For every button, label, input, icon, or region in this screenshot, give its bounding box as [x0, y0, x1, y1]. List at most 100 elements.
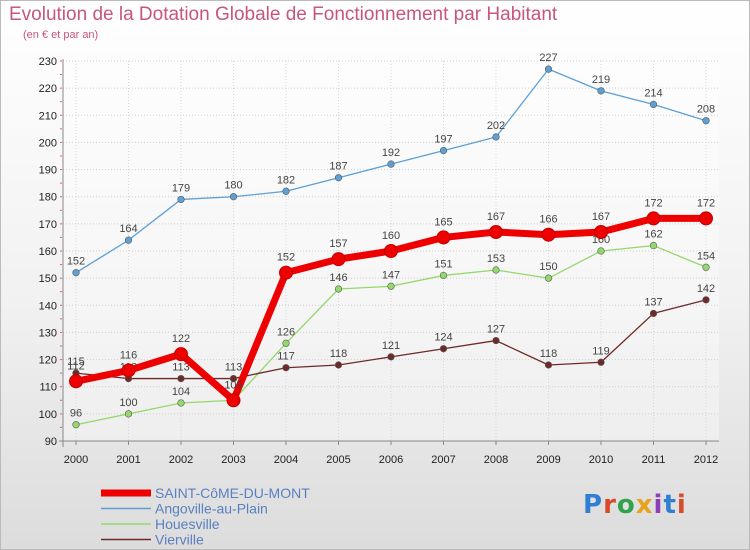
- data-label: 172: [697, 197, 715, 209]
- data-label: 96: [70, 408, 82, 420]
- data-point: [69, 374, 83, 389]
- data-label: 167: [487, 211, 505, 223]
- data-label: 180: [224, 180, 242, 192]
- legend-label: Angoville-au-Plain: [155, 501, 268, 517]
- x-tick-label: 2012: [694, 454, 718, 466]
- x-tick-label: 2001: [116, 454, 140, 466]
- data-point: [124, 236, 133, 244]
- data-point: [439, 345, 448, 353]
- data-point: [544, 65, 553, 73]
- data-label: 208: [697, 104, 715, 116]
- y-tick-label: 90: [45, 436, 57, 448]
- data-label: 118: [540, 348, 558, 360]
- data-point: [334, 174, 343, 182]
- data-point: [177, 195, 185, 204]
- data-label: 147: [382, 269, 400, 281]
- data-point: [597, 247, 605, 255]
- data-point: [282, 187, 290, 195]
- data-label: 160: [382, 230, 400, 242]
- data-point: [387, 353, 395, 361]
- data-label: 153: [487, 253, 505, 265]
- data-point: [699, 211, 713, 226]
- data-label: 151: [434, 258, 452, 270]
- data-label: 112: [67, 360, 85, 372]
- y-tick-label: 160: [39, 246, 57, 258]
- data-point: [177, 374, 185, 383]
- data-label: 162: [644, 229, 662, 241]
- y-tick-label: 120: [39, 355, 57, 367]
- data-label: 113: [172, 362, 190, 374]
- legend: SAINT-CôME-DU-MONTAngoville-au-PlainHoue…: [101, 485, 310, 548]
- y-tick-label: 180: [39, 192, 57, 204]
- data-point: [649, 309, 658, 318]
- data-point: [282, 364, 290, 372]
- logo-letter: i: [653, 490, 664, 520]
- x-tick-label: 2003: [221, 454, 245, 466]
- data-label: 202: [487, 120, 505, 132]
- data-point: [384, 244, 398, 258]
- data-point: [492, 266, 500, 274]
- legend-label: Houesville: [155, 516, 220, 532]
- data-point: [597, 87, 605, 95]
- data-point: [702, 263, 710, 271]
- data-point: [702, 296, 710, 304]
- data-point: [439, 271, 448, 280]
- data-point: [649, 100, 658, 109]
- chart-subtitle: (en € et par an): [23, 29, 99, 41]
- series-angoville-au-plain: 152 164 179 180 182 187 192 197 202 227 219 214 208: [67, 52, 715, 277]
- x-tick-label: 2006: [379, 454, 403, 466]
- data-label: 127: [487, 324, 505, 336]
- data-point: [702, 117, 710, 125]
- y-tick-label: 150: [39, 273, 57, 285]
- data-point: [646, 211, 661, 226]
- grid-lines: [63, 60, 719, 442]
- y-tick-label: 200: [39, 137, 57, 149]
- data-point: [541, 227, 556, 242]
- x-tick-label: 2000: [64, 454, 88, 466]
- data-label: 113: [225, 362, 243, 374]
- data-label: 152: [67, 256, 85, 268]
- data-label: 152: [277, 252, 295, 264]
- data-label: 187: [329, 161, 347, 173]
- data-point: [594, 225, 608, 239]
- x-tick-label: 2005: [326, 454, 350, 466]
- data-point: [174, 347, 188, 362]
- data-label: 126: [277, 326, 295, 338]
- series-saint-c-me-du-mont: 112 116 122 105 152 157 160 165 167 166 167 172 172: [67, 197, 715, 408]
- data-label: 197: [434, 134, 452, 146]
- data-label: 227: [539, 52, 557, 64]
- y-tick-label: 210: [39, 110, 57, 122]
- data-point: [436, 230, 451, 245]
- logo-letter: o: [616, 490, 636, 520]
- data-label: 117: [277, 351, 295, 363]
- data-label: 115: [67, 356, 85, 368]
- data-label: 172: [644, 197, 662, 209]
- data-point: [489, 225, 503, 239]
- data-label: 166: [539, 214, 557, 226]
- data-point: [331, 252, 346, 267]
- data-point: [544, 274, 553, 282]
- data-label: 219: [592, 74, 610, 86]
- data-label: 121: [382, 340, 400, 352]
- logo-letter: i: [676, 490, 687, 520]
- data-point: [597, 358, 605, 366]
- data-label: 118: [330, 348, 348, 360]
- data-label: 100: [119, 397, 137, 409]
- data-label: 150: [539, 261, 557, 273]
- x-tick-label: 2011: [642, 454, 666, 466]
- x-tick-label: 2002: [169, 454, 193, 466]
- legend-label: Vierville: [155, 532, 204, 548]
- y-tick-label: 130: [39, 327, 57, 339]
- data-label: 157: [329, 238, 347, 250]
- data-label: 122: [172, 333, 190, 345]
- y-tick-label: 140: [39, 300, 57, 312]
- data-point: [229, 193, 238, 201]
- proxiti-logo: Proxiti: [583, 490, 687, 520]
- y-tick-label: 100: [39, 409, 57, 421]
- series-vierville: 115113113113117118121124127118119137142: [67, 283, 715, 383]
- y-tick-label: 170: [39, 219, 57, 231]
- data-label: 214: [644, 87, 662, 99]
- data-point: [121, 363, 136, 378]
